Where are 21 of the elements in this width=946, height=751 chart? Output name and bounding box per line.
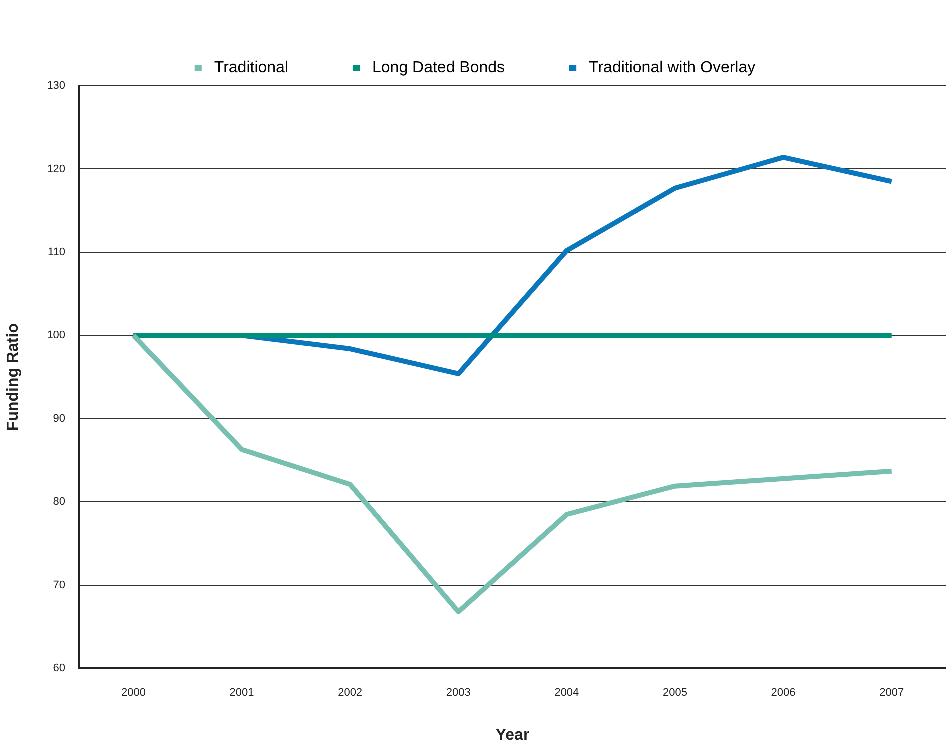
y-tick-label: 60	[53, 662, 66, 675]
y-axis-title: Funding Ratio	[5, 323, 22, 432]
y-tick-label: 70	[53, 579, 66, 592]
y-tick-label: 110	[48, 246, 66, 258]
y-tick-label: 100	[47, 330, 66, 342]
legend-label: Traditional	[214, 59, 288, 76]
x-axis-title: Year	[496, 726, 530, 744]
x-tick-label: 2007	[880, 687, 904, 700]
x-tick-label: 2000	[121, 687, 146, 700]
x-tick-label: 2003	[446, 687, 471, 700]
y-tick-label: 120	[47, 163, 66, 176]
y-tick-label: 90	[53, 412, 66, 425]
x-tick-label: 2005	[662, 687, 688, 700]
y-tick-label: 130	[47, 80, 66, 92]
x-tick-label: 2004	[554, 687, 580, 700]
x-tick-label: 2002	[338, 687, 363, 700]
legend-label: Traditional with Overlay	[589, 59, 756, 76]
y-tick-label: 80	[53, 496, 66, 508]
legend-label: Long Dated Bonds	[372, 59, 506, 76]
x-tick-label: 2001	[230, 687, 254, 700]
x-tick-label: 2006	[771, 687, 796, 700]
